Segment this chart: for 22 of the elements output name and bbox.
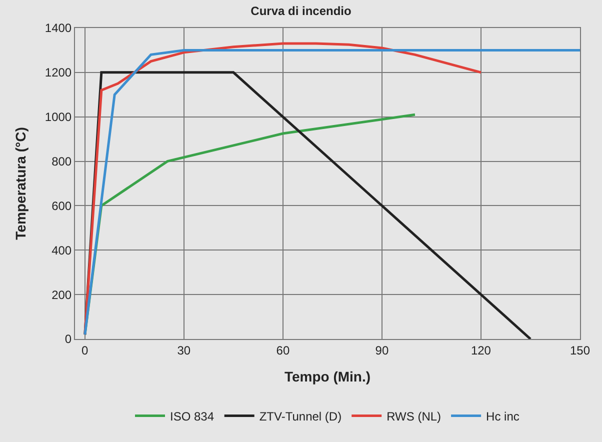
x-tick-label: 150 [570,343,590,358]
x-tick-label: 30 [177,343,191,358]
legend-label: ISO 834 [170,409,214,424]
legend-label: ZTV-Tunnel (D) [259,409,342,424]
y-axis-title: Temperatura (°C) [12,127,28,240]
legend-label: Hc inc [486,409,520,424]
y-tick-label: 1400 [44,21,72,36]
x-axis-title: Tempo (Min.) [284,368,371,385]
x-tick-label: 0 [82,343,89,358]
y-tick-label: 200 [52,288,72,302]
y-tick-label: 400 [52,243,72,258]
legend-label: RWS (NL) [386,409,442,424]
y-tick-label: 800 [52,154,72,168]
y-tick-label: 0 [64,332,72,346]
chart-title: Curva di incendio [250,4,352,18]
y-tick-label: 600 [52,198,72,213]
y-tick-label: 1200 [44,66,72,80]
x-tick-label: 90 [375,343,389,358]
x-tick-label: 60 [276,343,290,358]
x-tick-label: 120 [470,343,492,358]
line-series [84,48,580,336]
y-tick-label: 1000 [44,110,72,124]
